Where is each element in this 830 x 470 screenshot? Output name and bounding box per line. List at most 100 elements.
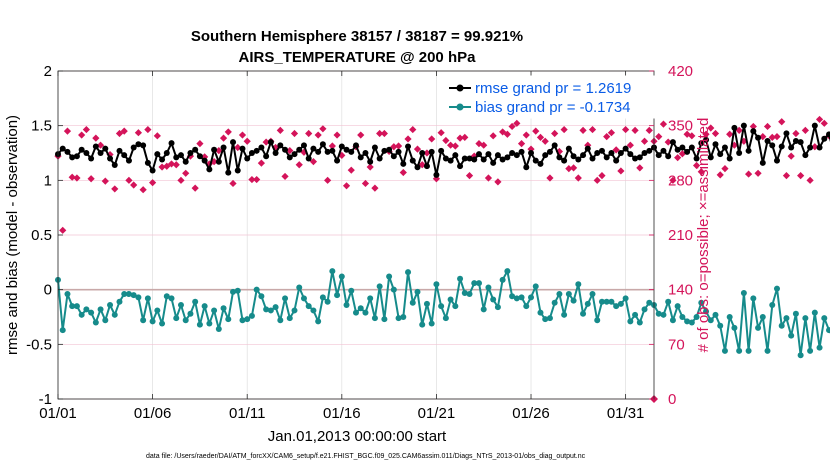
obs-assimilated-point — [78, 131, 86, 139]
rmse-point — [206, 166, 213, 173]
rmse-point — [580, 152, 587, 159]
x-axis-label: Jan.01,2013 00:00:00 start — [268, 428, 447, 445]
obs-assimilated-point — [820, 119, 828, 127]
rmse-point — [348, 148, 355, 155]
bias-point — [546, 315, 553, 322]
bias-point — [802, 315, 809, 322]
rmse-point — [263, 153, 270, 160]
obs-assimilated-point — [674, 154, 682, 162]
obs-assimilated-point — [721, 165, 729, 173]
bias-point — [655, 310, 662, 317]
bias-point — [707, 317, 714, 324]
obs-assimilated-point — [319, 125, 327, 133]
bias-point — [329, 268, 336, 275]
obs-assimilated-point — [522, 131, 530, 139]
obs-assimilated-point — [219, 134, 228, 142]
obs-assimilated-point — [68, 173, 76, 181]
obs-assimilated-point — [120, 127, 128, 135]
bias-point — [452, 303, 459, 310]
rmse-point — [73, 153, 80, 160]
bias-point — [324, 298, 331, 305]
bias-point — [244, 316, 251, 323]
legend: rmse grand pr = 1.2619 bias grand pr = -… — [445, 75, 655, 119]
y-axis-label: rmse and bias (model - observation) — [4, 115, 21, 355]
rmse-point — [797, 139, 804, 146]
rmse-point — [494, 152, 501, 159]
rmse-point — [542, 152, 549, 159]
bias-point — [636, 319, 643, 326]
rmse-point — [660, 147, 667, 154]
obs-assimilated-point — [182, 169, 190, 177]
bias-point — [513, 295, 520, 302]
x-tick-label: 01/31 — [607, 405, 645, 422]
obs-assimilated-point — [797, 172, 805, 180]
obs-assimilated-point — [768, 133, 776, 141]
bias-point — [679, 314, 686, 320]
obs-assimilated-point — [149, 179, 157, 187]
bias-point — [248, 312, 255, 319]
rmse-point — [83, 150, 90, 156]
obs-assimilated-point — [555, 147, 563, 156]
y-right-tick-label: 350 — [668, 118, 693, 135]
bias-point — [750, 295, 757, 302]
rmse-point — [130, 144, 137, 151]
rmse-point — [684, 148, 691, 155]
bias-point — [64, 291, 71, 298]
rmse-point — [740, 122, 747, 129]
bias-point — [598, 298, 605, 305]
bias-point — [409, 299, 416, 306]
bias-point — [83, 306, 90, 313]
obs-assimilated-point — [153, 132, 161, 140]
bias-point — [438, 303, 445, 310]
rmse-point — [258, 144, 265, 151]
bias-point — [613, 303, 620, 310]
bias-point — [537, 309, 544, 316]
rmse-point — [390, 153, 397, 160]
rmse-point — [442, 155, 449, 162]
bias-point — [693, 314, 700, 320]
rmse-point — [291, 151, 298, 158]
x-tick-label: 01/21 — [418, 405, 456, 422]
bias-point — [144, 295, 151, 302]
bias-point — [73, 303, 80, 310]
rmse-point — [371, 144, 378, 151]
obs-assimilated-point — [598, 172, 606, 180]
bias-point — [580, 310, 587, 317]
bias-point — [698, 299, 705, 306]
rmse-point — [353, 142, 359, 149]
rmse-point — [220, 144, 227, 151]
y-axis-right-label: # of obs: o=possible; ×=assimilated — [695, 118, 712, 353]
bias-point — [603, 298, 610, 305]
bias-point — [712, 311, 719, 318]
bias-point — [627, 318, 634, 325]
bias-point — [499, 276, 506, 283]
bias-point — [461, 289, 468, 296]
bias-point — [509, 293, 516, 300]
obs-assimilated-point — [782, 172, 791, 180]
bias-point — [442, 315, 449, 322]
bias-point — [565, 291, 572, 298]
rmse-point — [248, 150, 255, 156]
y-right-tick-label: 0 — [668, 391, 676, 408]
rmse-point — [192, 146, 199, 153]
bias-point — [518, 294, 525, 301]
rmse-point — [64, 148, 71, 155]
chart-title-line1: Southern Hemisphere 38157 / 38187 = 99.9… — [191, 28, 523, 45]
bias-point — [589, 291, 596, 298]
obs-assimilated-point — [711, 129, 720, 138]
bias-point — [177, 301, 184, 308]
rmse-point — [310, 145, 317, 152]
x-tick-label: 01/11 — [229, 405, 265, 422]
bias-point — [182, 317, 189, 324]
obs-assimilated-point — [465, 172, 474, 180]
obs-assimilated-point — [461, 133, 469, 141]
obs-assimilated-point — [342, 182, 351, 190]
obs-assimilated-point — [588, 125, 597, 134]
rmse-point — [315, 148, 322, 155]
rmse-point — [674, 146, 681, 153]
rmse-point — [324, 148, 331, 155]
y-tick-label: 1 — [44, 172, 52, 189]
x-tick-label: 01/06 — [134, 405, 172, 422]
obs-assimilated-point — [295, 161, 303, 169]
